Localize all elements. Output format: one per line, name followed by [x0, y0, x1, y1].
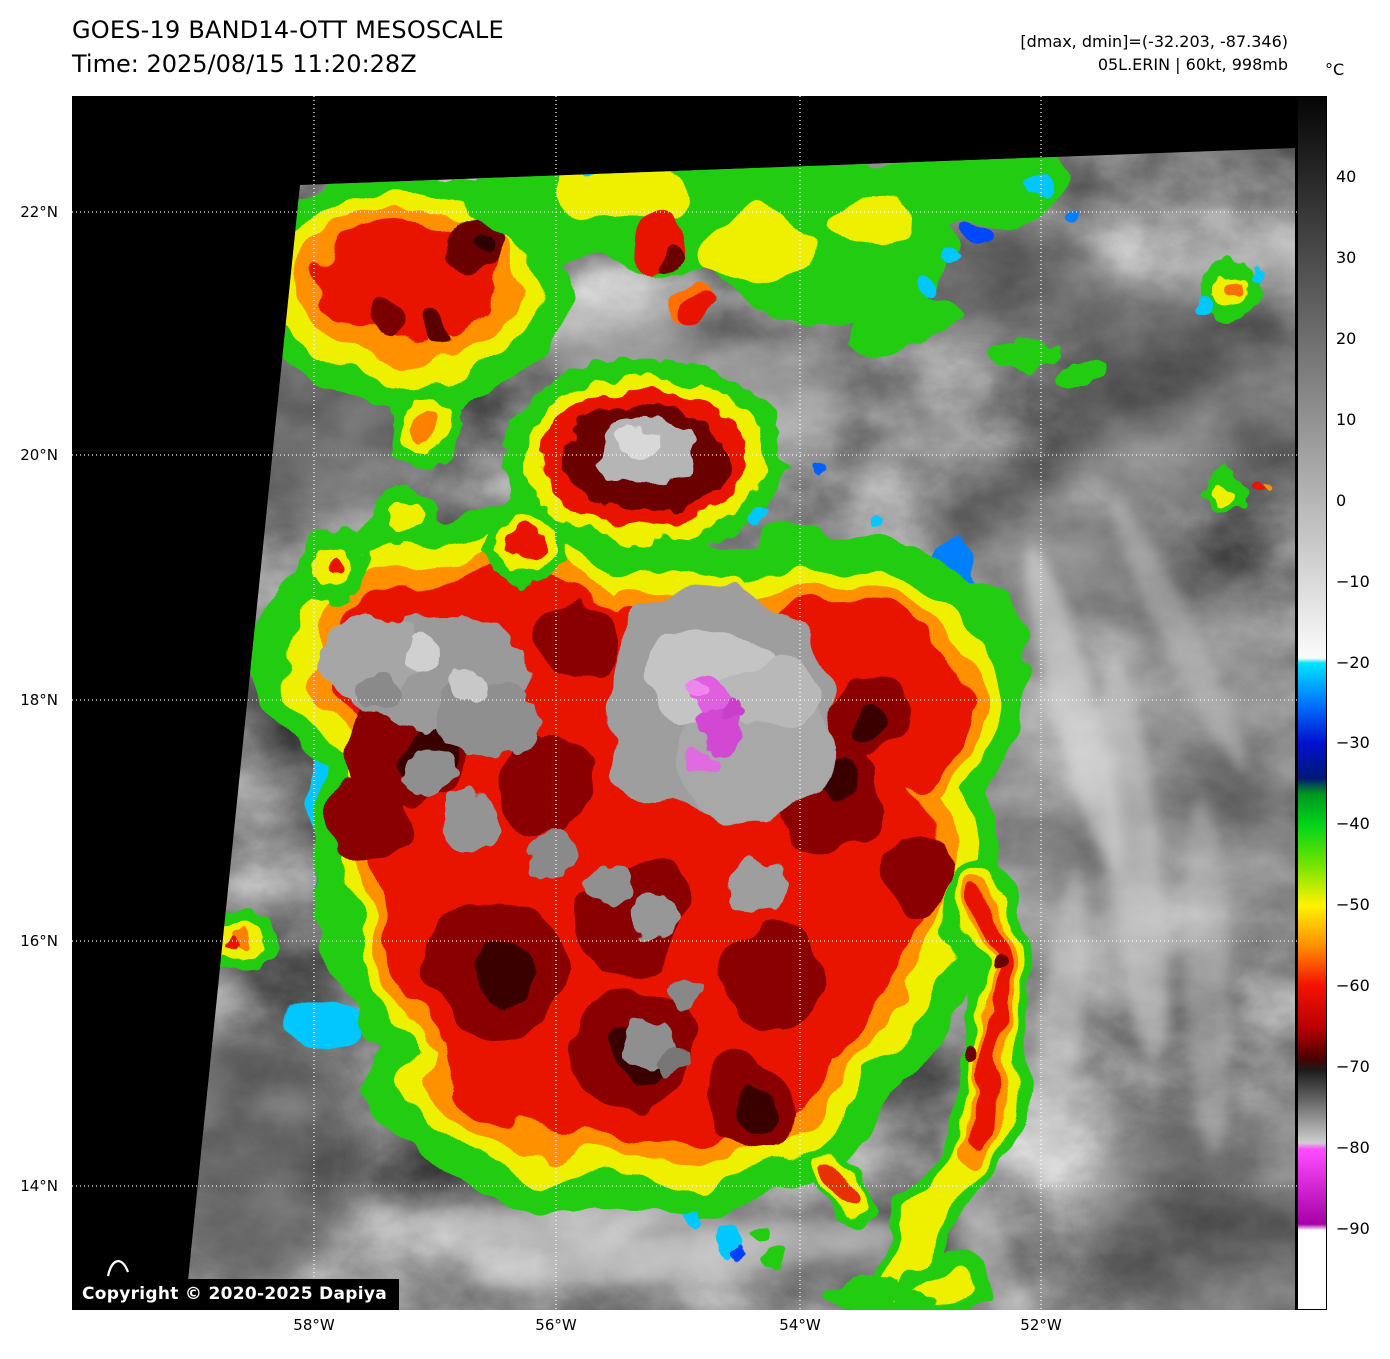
colorbar-unit-label: °C	[1325, 60, 1345, 79]
lat-label: 20°N	[20, 446, 58, 464]
colorbar-tick-label: 30	[1336, 247, 1357, 267]
lat-label: 16°N	[20, 932, 58, 950]
dmax-dmin-readout: [dmax, dmin]=(-32.203, -87.346)	[1020, 32, 1288, 51]
header: GOES-19 BAND14-OTT MESOSCALE Time: 2025/…	[72, 16, 504, 78]
ring-convection	[298, 358, 786, 602]
colorbar-gradient	[1298, 97, 1326, 1309]
lon-label: 52°W	[1020, 1316, 1062, 1334]
lon-label: 54°W	[779, 1316, 821, 1334]
coldest-tops-magenta	[687, 672, 740, 777]
header-right: [dmax, dmin]=(-32.203, -87.346) 05L.ERIN…	[1020, 30, 1288, 76]
page-title: GOES-19 BAND14-OTT MESOSCALE	[72, 16, 504, 44]
storm-info: 05L.ERIN | 60kt, 998mb	[1097, 55, 1288, 75]
lon-axis: 58°W 56°W 54°W 52°W	[72, 1316, 1297, 1344]
colorbar-tick-label: −40	[1336, 814, 1370, 834]
scattered-cells	[197, 170, 1272, 1310]
colorbar-tick-label: 20	[1336, 328, 1357, 348]
satellite-imagery	[72, 96, 1297, 1310]
logo-squiggle	[106, 1260, 130, 1277]
colorbar-tick-label: −70	[1336, 1057, 1370, 1077]
colorbar-tick-label: −20	[1336, 652, 1370, 672]
colorbar-tick-label: 40	[1336, 166, 1357, 186]
colorbar-tick-label: 10	[1336, 409, 1357, 429]
lon-label: 56°W	[535, 1316, 577, 1334]
colorbar-tick-labels: 40 30 20 10 0 −10 −20 −30 −40 −50 −60 −70 −80 −90	[1336, 96, 1390, 1310]
colorbar-tick-label: 0	[1336, 490, 1347, 510]
lat-label: 14°N	[20, 1177, 58, 1195]
colorbar-tick-label: −30	[1336, 733, 1370, 753]
gridlines	[72, 96, 1297, 1310]
colorbar-tick-label: −90	[1336, 1219, 1370, 1239]
lat-axis: 22°N 20°N 18°N 16°N 14°N	[0, 96, 65, 1310]
copyright-notice: Copyright © 2020-2025 Dapiya	[72, 1279, 399, 1310]
lat-label: 18°N	[20, 691, 58, 709]
colorbar-tick-label: −10	[1336, 571, 1370, 591]
colorbar-tick-label: −50	[1336, 895, 1370, 915]
colorbar-tick-label: −80	[1336, 1138, 1370, 1158]
timestamp: Time: 2025/08/15 11:20:28Z	[72, 50, 417, 78]
colorbar	[1297, 96, 1327, 1310]
east-rainband	[802, 863, 1032, 1310]
lon-label: 58°W	[293, 1316, 335, 1334]
colorbar-tick-label: −60	[1336, 976, 1370, 996]
satellite-map: Copyright © 2020-2025 Dapiya	[72, 96, 1297, 1310]
lat-label: 22°N	[20, 203, 58, 221]
